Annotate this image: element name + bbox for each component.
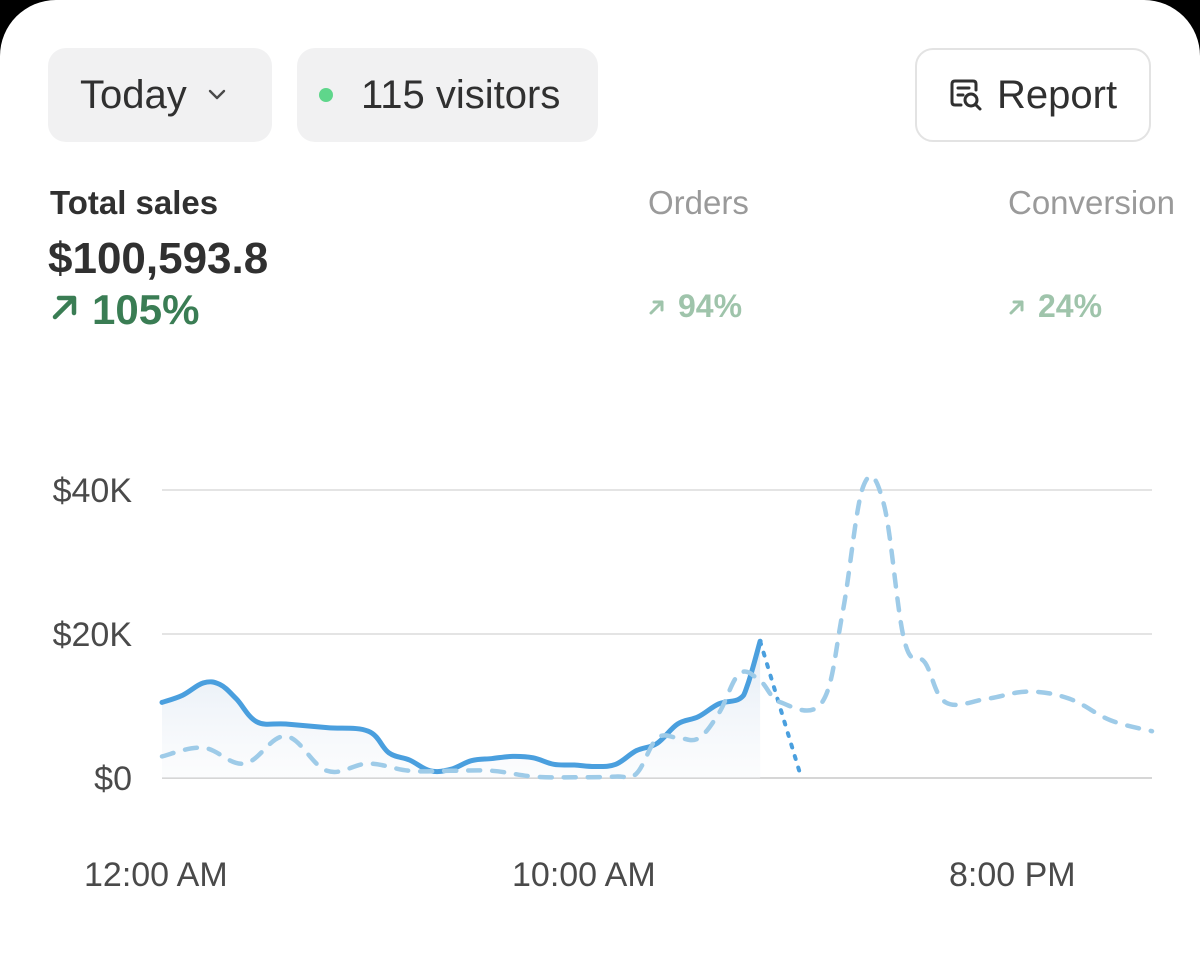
y-tick-label: $40K — [53, 472, 133, 510]
report-button-label: Report — [997, 72, 1118, 117]
arrow-up-right-icon — [648, 298, 666, 316]
sales-line-chart[interactable]: $0 $20K $40K — [0, 440, 1200, 840]
total-sales-value: $100,593.8 — [48, 234, 269, 283]
total-sales-change-value: 105% — [92, 286, 200, 333]
arrow-up-right-icon — [48, 286, 82, 334]
x-tick-label: 12:00 AM — [84, 856, 228, 894]
series-area-today — [162, 641, 761, 778]
conversion-change-value: 24% — [1038, 288, 1103, 324]
date-range-dropdown[interactable]: Today — [48, 48, 272, 142]
live-dot-icon — [319, 88, 333, 102]
series-line-today-projected[interactable] — [758, 639, 804, 780]
total-sales-change: 105% — [48, 286, 199, 334]
report-button[interactable]: Report — [915, 48, 1151, 142]
report-search-icon — [947, 76, 985, 114]
y-tick-label: $20K — [53, 616, 133, 654]
y-tick-label: $0 — [94, 760, 132, 798]
visitors-count: 115 visitors — [361, 72, 561, 117]
date-range-label: Today — [80, 72, 187, 117]
total-sales-label[interactable]: Total sales — [50, 184, 219, 221]
x-tick-label: 10:00 AM — [512, 856, 656, 894]
series-line-comparison-period[interactable] — [159, 473, 1155, 780]
chevron-down-icon — [205, 83, 229, 107]
x-tick-label: 8:00 PM — [949, 856, 1076, 894]
orders-label[interactable]: Orders — [648, 184, 749, 221]
conversion-change: 24% — [1008, 288, 1102, 325]
conversion-label[interactable]: Conversion — [1008, 184, 1175, 221]
live-visitors-pill[interactable]: 115 visitors — [297, 48, 598, 142]
arrow-up-right-icon — [1008, 298, 1026, 316]
series-line-today[interactable] — [159, 638, 763, 775]
orders-change-value: 94% — [678, 288, 743, 324]
orders-change: 94% — [648, 288, 742, 325]
